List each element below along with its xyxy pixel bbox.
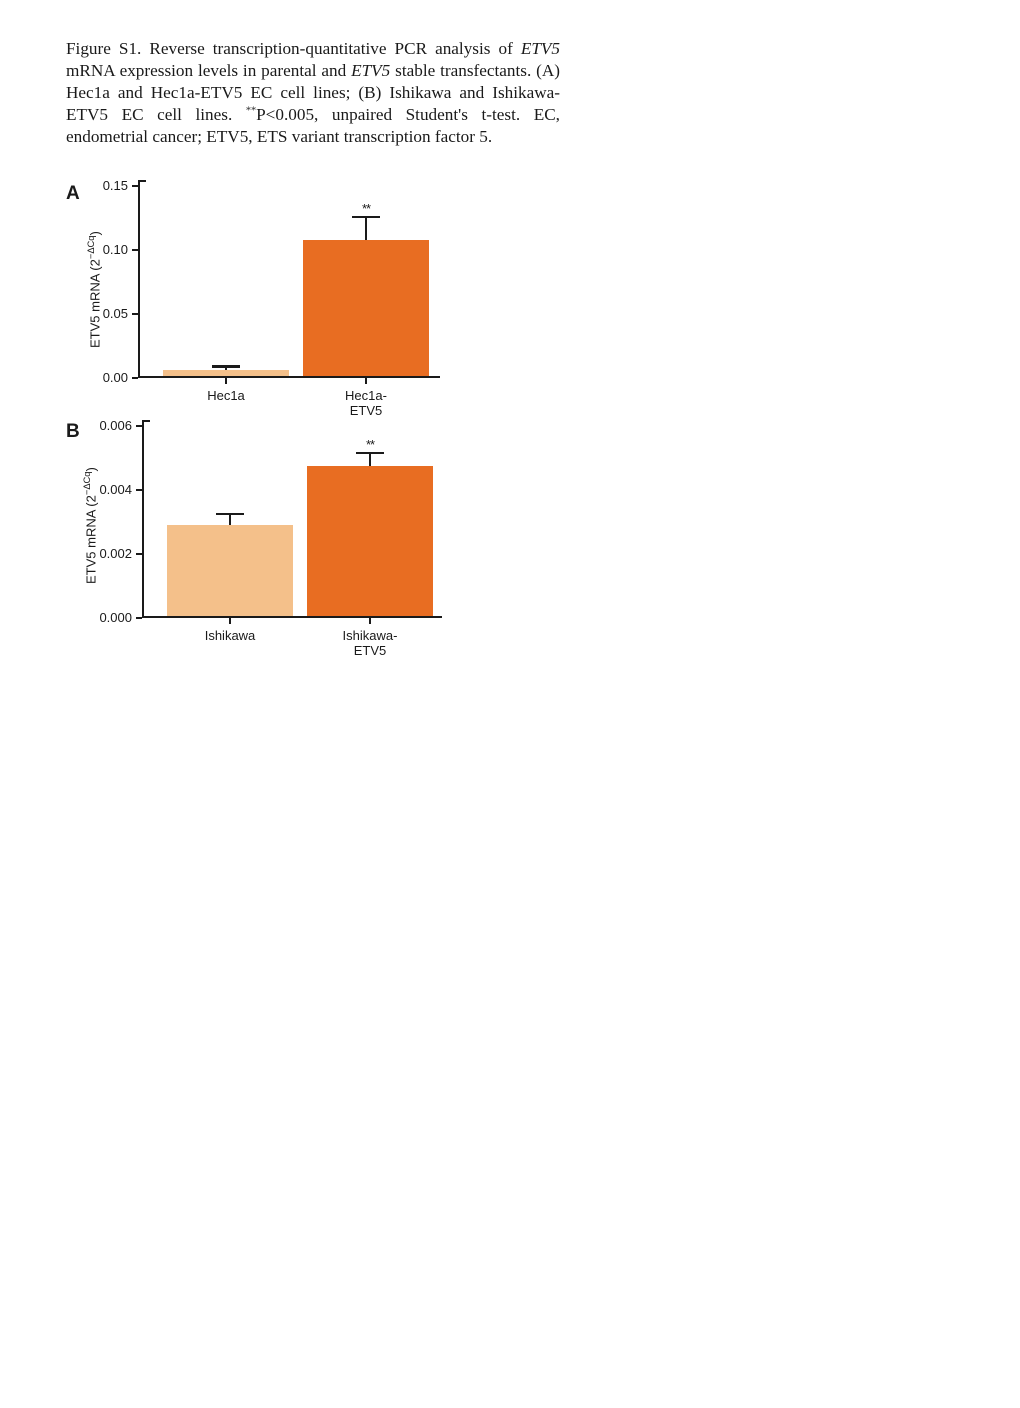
x-tick bbox=[229, 618, 231, 624]
y-tick bbox=[136, 617, 142, 619]
bar bbox=[303, 240, 429, 376]
y-tick-label: 0.004 bbox=[72, 482, 132, 497]
error-bar-cap bbox=[216, 513, 244, 515]
y-tick-label: 0.000 bbox=[72, 610, 132, 625]
panel-b-chart: 0.0000.0020.0040.006Ishikawa**Ishikawa-E… bbox=[142, 426, 442, 618]
x-tick-label: Ishikawa bbox=[205, 628, 256, 643]
x-tick-label: Hec1a-ETV5 bbox=[329, 388, 403, 418]
x-tick bbox=[225, 378, 227, 384]
y-tick-label: 0.002 bbox=[72, 546, 132, 561]
y-tick-label: 0.10 bbox=[68, 242, 128, 257]
figure-caption: Figure S1. Reverse transcription-quantit… bbox=[66, 38, 560, 148]
caption-text: Figure S1. Reverse transcription-quantit… bbox=[66, 39, 521, 58]
caption-text: mRNA expression levels in parental and bbox=[66, 61, 351, 80]
y-axis bbox=[138, 180, 140, 378]
x-tick-label: Hec1a bbox=[207, 388, 245, 403]
y-tick-label: 0.00 bbox=[68, 370, 128, 385]
y-axis bbox=[142, 420, 144, 618]
significance-label: ** bbox=[366, 437, 374, 452]
error-bar-stem bbox=[229, 514, 231, 525]
bar bbox=[167, 525, 293, 615]
bar bbox=[307, 466, 433, 616]
error-bar-cap bbox=[356, 452, 384, 454]
y-tick bbox=[132, 313, 138, 315]
caption-sig-sup: ** bbox=[246, 105, 256, 116]
y-tick bbox=[132, 249, 138, 251]
y-tick bbox=[136, 489, 142, 491]
error-bar-cap bbox=[212, 365, 240, 367]
significance-label: ** bbox=[362, 201, 370, 216]
y-tick bbox=[136, 425, 142, 427]
error-bar-cap bbox=[352, 216, 380, 218]
y-tick bbox=[136, 553, 142, 555]
x-axis bbox=[142, 616, 442, 618]
y-tick bbox=[132, 185, 138, 187]
y-axis-hook bbox=[142, 420, 150, 422]
x-axis bbox=[138, 376, 440, 378]
y-tick bbox=[132, 377, 138, 379]
error-bar-stem bbox=[365, 217, 367, 240]
error-bar-stem bbox=[369, 453, 371, 466]
x-tick bbox=[369, 618, 371, 624]
caption-gene1: ETV5 bbox=[521, 39, 560, 58]
y-tick-label: 0.15 bbox=[68, 178, 128, 193]
y-tick-label: 0.006 bbox=[72, 418, 132, 433]
panel-a-chart: 0.000.050.100.15Hec1a**Hec1a-ETV5 bbox=[138, 186, 440, 378]
x-tick bbox=[365, 378, 367, 384]
bar bbox=[163, 370, 289, 375]
y-tick-label: 0.05 bbox=[68, 306, 128, 321]
caption-gene2: ETV5 bbox=[351, 61, 390, 80]
y-axis-hook bbox=[138, 180, 146, 182]
x-tick-label: Ishikawa-ETV5 bbox=[334, 628, 406, 658]
